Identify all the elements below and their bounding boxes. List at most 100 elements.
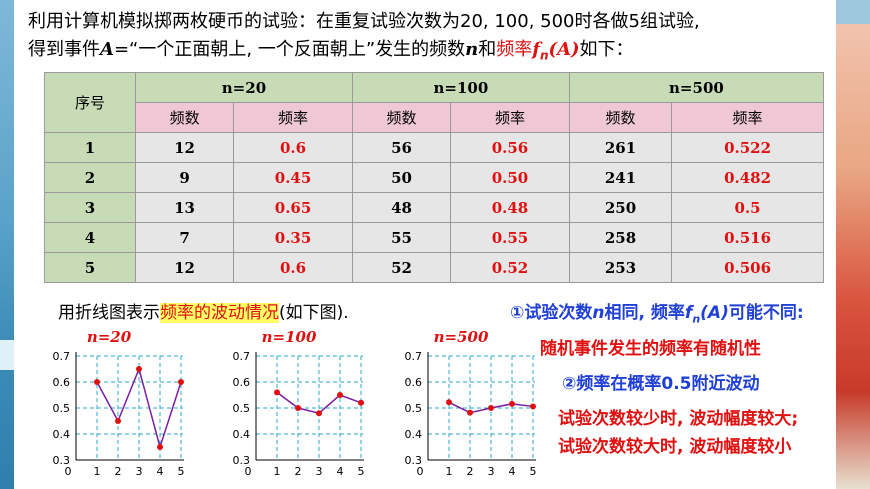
note-1: ①试验次数n相同, 频率fn(A)可能不同: <box>510 298 804 325</box>
data-point <box>316 410 322 417</box>
left-decoration <box>0 0 14 489</box>
rate-cell: 0.48 <box>450 192 570 223</box>
data-point <box>295 405 301 411</box>
x-tick-label: 1 <box>94 465 101 478</box>
x-tick-label: 5 <box>530 465 537 478</box>
count-cell: 258 <box>568 222 673 253</box>
table-row: 2 9 0.45 50 0.50 241 0.482 <box>44 162 824 193</box>
count-cell: 48 <box>351 192 452 223</box>
row-index: 2 <box>44 162 136 193</box>
y-tick-label: 0.5 <box>53 402 71 415</box>
left-decoration-strip <box>0 340 14 370</box>
y-tick-label: 0.4 <box>405 428 423 441</box>
y-tick-label: 0.7 <box>53 350 71 363</box>
count-cell: 52 <box>351 252 452 283</box>
rate-cell: 0.50 <box>450 162 570 193</box>
intro-line-1: 利用计算机模拟掷两枚硬币的试验：在重复试验次数为20, 100, 500时各做5… <box>28 11 700 32</box>
table-row: 5 12 0.6 52 0.52 253 0.506 <box>44 252 824 283</box>
chart-title: n=100 <box>261 328 317 346</box>
chart-n20: n=20 0.3 0.4 0.5 0.6 0.7 0 1 2 3 4 5 <box>34 328 185 478</box>
count-cell: 253 <box>568 252 673 283</box>
note-5: 试验次数较大时, 波动幅度较小 <box>558 437 792 457</box>
chart-svg: 0.3 0.4 0.5 0.6 0.7 0 1 2 3 4 5 <box>405 350 537 478</box>
data-point <box>358 399 364 406</box>
y-tick-label: 0.4 <box>233 428 251 441</box>
note-1-sub: n <box>692 312 701 326</box>
note-2: 随机事件发生的频率有随机性 <box>540 339 761 359</box>
y-tick-label: 0.7 <box>405 350 423 363</box>
freq-symbol: f <box>532 39 540 60</box>
data-point <box>467 409 473 416</box>
caption-post: (如下图). <box>279 303 349 323</box>
y-tick-label: 0.7 <box>233 350 251 363</box>
intro-text-a: 得到事件 <box>28 39 100 60</box>
data-point <box>157 444 163 450</box>
chart-title: n=20 <box>86 328 132 346</box>
note-1-b: 相同, 频率 <box>604 303 685 323</box>
group-header-100: n=100 <box>351 72 570 103</box>
rate-cell: 0.56 <box>450 132 570 163</box>
freq-subscript: n <box>540 48 549 63</box>
data-point <box>446 399 452 406</box>
x-tick-label: 4 <box>509 465 516 478</box>
x-tick-label: 5 <box>178 465 185 478</box>
count-cell: 50 <box>351 162 452 193</box>
count-symbol: n <box>465 39 479 60</box>
sub-header-rate: 频率 <box>450 102 570 133</box>
intro-text-d: 如下： <box>579 39 634 60</box>
count-cell: 13 <box>134 192 235 223</box>
sub-header-count: 频数 <box>568 102 673 133</box>
count-cell: 9 <box>134 162 235 193</box>
rate-cell: 0.6 <box>233 132 353 163</box>
data-point <box>94 379 100 385</box>
seq-header: 序号 <box>44 72 136 133</box>
note-1-a: ①试验次数 <box>510 303 593 323</box>
row-index: 5 <box>44 252 136 283</box>
y-tick-label: 0.3 <box>53 454 71 467</box>
y-tick-label: 0.6 <box>405 376 423 389</box>
y-tick-label: 0.3 <box>233 454 251 467</box>
count-cell: 12 <box>134 132 235 163</box>
intro-text-c: 和 <box>478 39 497 60</box>
x-tick-label: 1 <box>274 465 281 478</box>
y-tick-label: 0.5 <box>233 402 251 415</box>
intro-frequency-word: 频率 <box>496 39 533 60</box>
right-decoration <box>836 0 870 489</box>
count-cell: 261 <box>568 132 673 163</box>
sub-header-count: 频数 <box>351 102 452 133</box>
count-cell: 250 <box>568 192 673 223</box>
rate-cell: 0.6 <box>233 252 353 283</box>
rate-cell: 0.516 <box>671 222 824 253</box>
x-tick-label: 3 <box>136 465 143 478</box>
x-tick-label: 0 <box>245 465 252 478</box>
chart-caption: 用折线图表示频率的波动情况(如下图). <box>58 298 349 323</box>
rate-cell: 0.45 <box>233 162 353 193</box>
data-point <box>274 389 280 396</box>
rate-cell: 0.522 <box>671 132 824 163</box>
event-symbol: A <box>100 39 114 60</box>
count-cell: 55 <box>351 222 452 253</box>
y-tick-label: 0.5 <box>405 402 423 415</box>
data-point <box>115 418 121 424</box>
y-tick-label: 0.6 <box>53 376 71 389</box>
data-point <box>178 379 184 385</box>
rate-cell: 0.35 <box>233 222 353 253</box>
row-index: 4 <box>44 222 136 253</box>
y-tick-label: 0.6 <box>233 376 251 389</box>
note-4: 试验次数较少时, 波动幅度较大; <box>558 409 799 429</box>
x-tick-label: 2 <box>467 465 474 478</box>
slide: 利用计算机模拟掷两枚硬币的试验：在重复试验次数为20, 100, 500时各做5… <box>14 0 836 489</box>
x-tick-label: 4 <box>157 465 164 478</box>
row-index: 3 <box>44 192 136 223</box>
sub-header-count: 频数 <box>134 102 235 133</box>
rate-cell: 0.65 <box>233 192 353 223</box>
x-tick-label: 1 <box>446 465 453 478</box>
table-row: 4 7 0.35 55 0.55 258 0.516 <box>44 222 824 253</box>
table-row: 3 13 0.65 48 0.48 250 0.5 <box>44 192 824 223</box>
chart-n100: n=100 0.3 0.4 0.5 0.6 0.7 0 1 2 3 4 5 <box>214 328 365 478</box>
chart-svg: 0.3 0.4 0.5 0.6 0.7 0 1 2 3 4 5 <box>233 350 365 478</box>
data-point <box>530 403 536 410</box>
caption-highlight: 频率的波动情况 <box>160 303 279 323</box>
note-1-c: 可能不同: <box>728 303 804 323</box>
intro-text: 利用计算机模拟掷两枚硬币的试验：在重复试验次数为20, 100, 500时各做5… <box>28 8 838 70</box>
